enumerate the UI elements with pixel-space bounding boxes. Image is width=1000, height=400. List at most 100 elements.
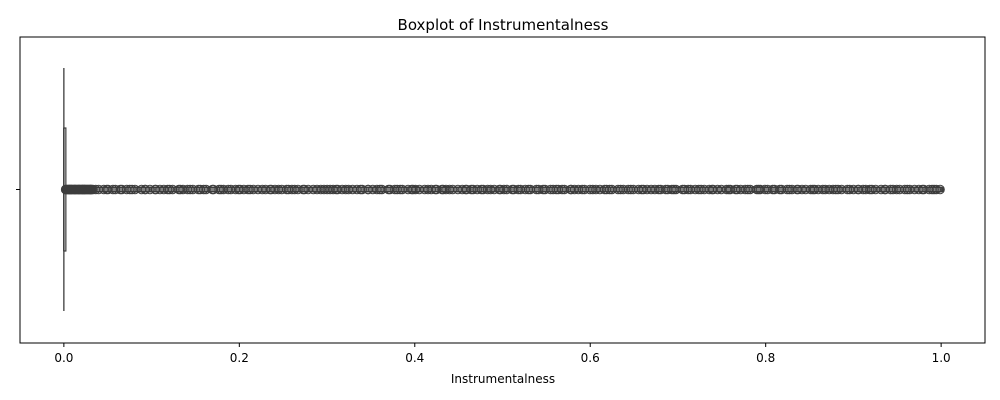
outlier-point <box>924 184 934 195</box>
outlier-point <box>426 184 436 195</box>
outlier-point <box>489 184 499 195</box>
outlier-point <box>357 184 367 195</box>
outlier-point <box>848 184 859 195</box>
outlier-point <box>495 184 506 195</box>
outlier-point <box>743 184 753 195</box>
outlier-point <box>650 184 660 195</box>
outlier-point <box>447 184 458 195</box>
outlier-point <box>145 184 155 195</box>
outlier-point <box>328 184 338 195</box>
outlier-point <box>319 184 329 195</box>
outlier-point <box>308 184 319 195</box>
outlier-point <box>721 184 732 195</box>
outlier-point <box>368 184 378 195</box>
outlier-point <box>929 184 939 195</box>
outlier-point <box>894 184 905 195</box>
outlier-point <box>235 184 245 195</box>
outlier-point <box>178 184 188 195</box>
outlier-point <box>188 184 198 195</box>
outlier-point <box>712 184 723 195</box>
outlier-point <box>534 184 544 195</box>
outlier-point <box>316 184 326 195</box>
outlier-point <box>626 184 636 195</box>
outlier-point <box>457 184 467 195</box>
outlier-point <box>390 184 400 195</box>
outlier-point <box>595 184 605 195</box>
outlier-point <box>782 184 792 195</box>
outlier-point <box>656 184 666 195</box>
outlier-point <box>755 184 766 195</box>
outlier-point <box>900 184 910 195</box>
outlier-point <box>164 184 175 195</box>
outlier-point <box>110 184 121 195</box>
outlier-point <box>559 184 570 195</box>
outlier-point <box>588 184 598 195</box>
outlier-point <box>867 184 877 195</box>
outlier-point <box>601 184 612 195</box>
x-tick-label: 0.2 <box>230 351 249 365</box>
outlier-point <box>441 184 451 195</box>
plot-area <box>60 68 945 311</box>
outlier-point <box>931 184 942 195</box>
outlier-point <box>553 184 564 195</box>
outlier-point <box>888 184 898 195</box>
outlier-point <box>103 184 113 195</box>
outlier-point <box>679 184 690 195</box>
outlier-point <box>195 184 206 195</box>
outliers <box>60 184 945 195</box>
outlier-point <box>438 184 448 195</box>
outlier-point <box>833 184 843 195</box>
outlier-point <box>403 184 413 195</box>
outlier-point <box>762 184 773 195</box>
outlier-point <box>716 184 726 195</box>
outlier-point <box>787 184 797 195</box>
outlier-point <box>127 184 137 195</box>
x-tick-label: 0.8 <box>756 351 775 365</box>
outlier-point <box>831 184 841 195</box>
outlier-point <box>905 184 915 195</box>
outlier-point <box>283 184 294 195</box>
outlier-point <box>615 184 626 195</box>
outlier-point <box>385 184 395 195</box>
outlier-point <box>216 184 226 195</box>
outlier-point <box>337 184 347 195</box>
chart-title: Boxplot of Instrumentalness <box>398 16 609 34</box>
outlier-point <box>885 184 896 195</box>
outlier-point <box>805 184 816 195</box>
outlier-point <box>725 184 736 195</box>
outlier-point <box>461 184 472 195</box>
outlier-point <box>312 184 322 195</box>
outlier-point <box>87 184 97 195</box>
outlier-point <box>431 184 442 195</box>
outlier-point <box>842 184 853 195</box>
outlier-point <box>478 184 488 195</box>
outlier-point <box>260 184 271 195</box>
outlier-point <box>392 184 402 195</box>
outlier-point <box>325 184 335 195</box>
outlier-point <box>935 184 945 195</box>
outlier-point <box>793 184 803 195</box>
outlier-point <box>618 184 629 195</box>
x-tick-label: 1.0 <box>932 351 951 365</box>
outlier-point <box>352 184 362 195</box>
outlier-point <box>99 184 109 195</box>
outlier-point <box>880 184 891 195</box>
outlier-point <box>482 184 493 195</box>
outlier-point <box>208 184 219 195</box>
outlier-point <box>820 184 831 195</box>
outlier-point <box>140 184 151 195</box>
outlier-point <box>243 184 253 195</box>
outlier-point <box>218 184 229 195</box>
outlier-point <box>287 184 297 195</box>
outlier-point <box>569 184 580 195</box>
outlier-point <box>515 184 526 195</box>
outlier-point <box>108 184 118 195</box>
outlier-point <box>646 184 656 195</box>
outlier-point <box>167 184 178 195</box>
outlier-point <box>513 184 523 195</box>
outlier-point <box>472 184 482 195</box>
outlier-point <box>155 184 165 195</box>
outlier-point <box>520 184 530 195</box>
outlier-point <box>239 184 249 195</box>
